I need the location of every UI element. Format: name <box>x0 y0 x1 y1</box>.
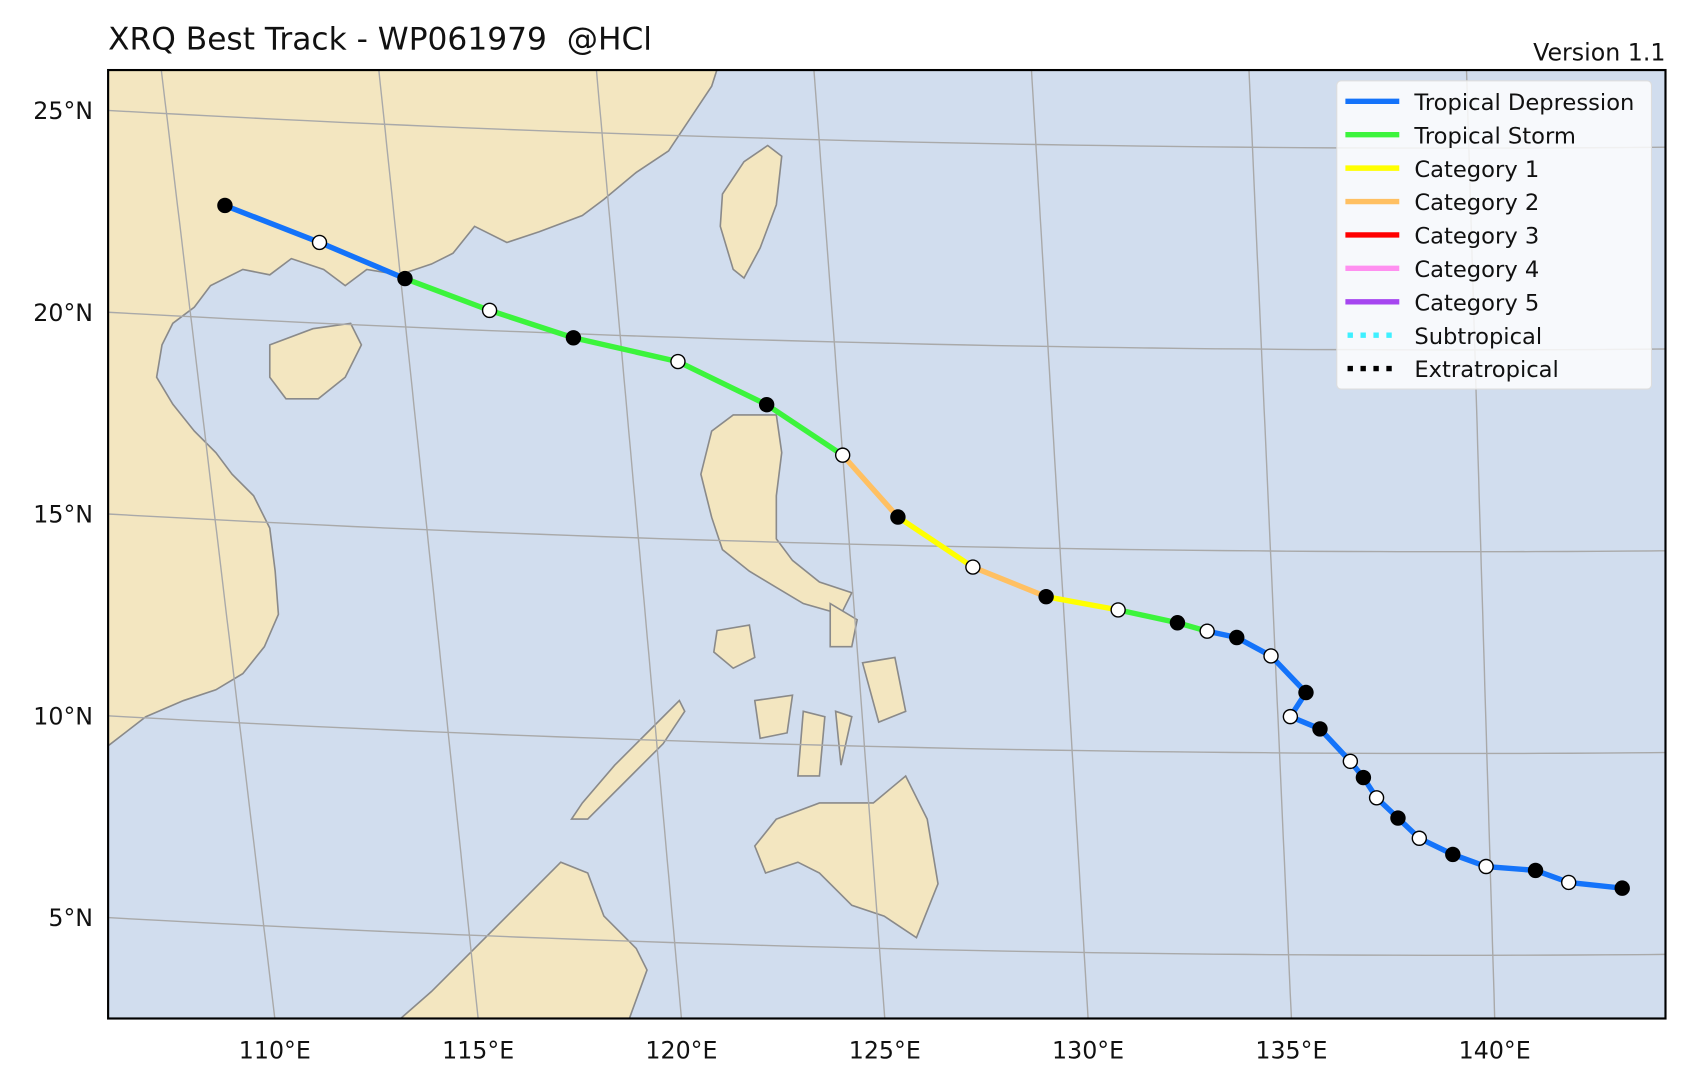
track-point <box>1282 708 1299 725</box>
lon-tick-label: 115°E <box>442 1036 514 1064</box>
track-point <box>1411 830 1428 846</box>
lon-tick-label: 135°E <box>1255 1036 1327 1064</box>
legend-label: Category 4 <box>1414 257 1539 283</box>
lat-tick-label: 5°N <box>48 904 93 932</box>
legend-label: Category 3 <box>1414 224 1539 250</box>
legend: Tropical Depression Tropical Storm Categor… <box>1336 80 1653 390</box>
track-point <box>1368 790 1385 806</box>
track-point <box>397 270 413 287</box>
lat-tick-label: 15°N <box>33 501 93 529</box>
track-segment <box>763 401 846 458</box>
track-point <box>481 302 498 319</box>
lon-tick-label: 110°E <box>239 1036 311 1064</box>
track-point <box>1263 648 1279 664</box>
track-point <box>1478 858 1494 875</box>
track-segment <box>222 202 323 246</box>
leyte <box>861 656 907 724</box>
track-segment <box>1483 863 1539 874</box>
legend-label: Category 2 <box>1414 190 1539 216</box>
track-point <box>1110 602 1126 618</box>
track-point <box>1560 874 1577 891</box>
track-point <box>311 234 328 251</box>
mindoro <box>712 624 756 670</box>
legend-label: Tropical Storm <box>1413 123 1576 149</box>
samar <box>829 602 859 648</box>
legend-label: Extratropical <box>1414 357 1558 383</box>
lon-tick-label: 120°E <box>645 1036 717 1064</box>
track-segment <box>839 452 901 520</box>
legend-box <box>1336 80 1653 390</box>
track-point <box>890 509 906 525</box>
track-point <box>965 559 981 575</box>
track-point <box>758 396 775 413</box>
lon-tick-label: 130°E <box>1052 1036 1124 1064</box>
meridian-line <box>378 70 479 1019</box>
track-point <box>217 197 233 214</box>
parallel-line <box>108 513 1666 553</box>
track-point <box>1355 769 1372 786</box>
track-segment <box>570 335 681 365</box>
legend-label: Category 5 <box>1414 290 1539 316</box>
track-segment <box>675 358 770 408</box>
meridian-line <box>595 70 683 1019</box>
track-point <box>670 353 686 370</box>
parallel-line <box>108 715 1666 755</box>
track-point <box>1038 588 1054 605</box>
borneo <box>399 861 648 1019</box>
meridian-line <box>160 70 276 1019</box>
storm-track <box>217 197 1630 896</box>
meridian-line <box>813 70 886 1019</box>
track-segment <box>1268 653 1309 696</box>
track-point <box>1390 810 1406 826</box>
track-point <box>1298 684 1314 701</box>
track-segment <box>1115 607 1181 626</box>
track-segment <box>316 239 408 282</box>
track-point <box>1199 623 1215 639</box>
track-point <box>834 447 851 463</box>
hainan <box>268 322 363 400</box>
track-segment <box>895 514 976 570</box>
mainland-asia <box>108 70 718 747</box>
track-segment <box>1566 879 1625 891</box>
track-point <box>1445 846 1461 863</box>
lon-tick-label: 140°E <box>1459 1036 1531 1064</box>
lat-tick-label: 20°N <box>33 299 93 327</box>
legend-label: Subtropical <box>1414 324 1542 350</box>
map-frame <box>107 68 1667 1020</box>
mindanao <box>753 774 939 939</box>
track-segment <box>970 564 1049 600</box>
panay <box>753 694 794 740</box>
meridian-line <box>1030 70 1089 1019</box>
track-point <box>1312 721 1328 737</box>
lat-tick-label: 25°N <box>33 97 93 125</box>
track-point <box>1169 615 1186 631</box>
track-segment <box>486 307 577 341</box>
lon-tick-label: 125°E <box>849 1036 921 1064</box>
legend-label: Tropical Depression <box>1413 90 1634 116</box>
cebu <box>834 710 853 766</box>
track-point <box>1527 862 1544 879</box>
legend-label: Category 1 <box>1414 157 1539 183</box>
track-point <box>1229 629 1245 646</box>
meridian-line <box>1248 70 1293 1019</box>
parallel-line <box>108 916 1666 957</box>
tick-labels: 110°E 115°E 120°E 125°E 130°E 135°E 140°E 5°N 10… <box>33 97 1530 1064</box>
lat-tick-label: 10°N <box>33 702 93 730</box>
track-point <box>1614 880 1630 896</box>
track-point <box>1342 753 1359 770</box>
negros <box>797 710 826 777</box>
taiwan <box>719 144 783 280</box>
version-label: Version 1.1 <box>1533 38 1665 66</box>
map-title: XRQ Best Track - WP061979 @HCl <box>108 22 652 58</box>
palawan <box>570 699 686 820</box>
track-segment <box>402 275 493 314</box>
track-point <box>565 330 582 346</box>
track-segment <box>1043 593 1121 613</box>
